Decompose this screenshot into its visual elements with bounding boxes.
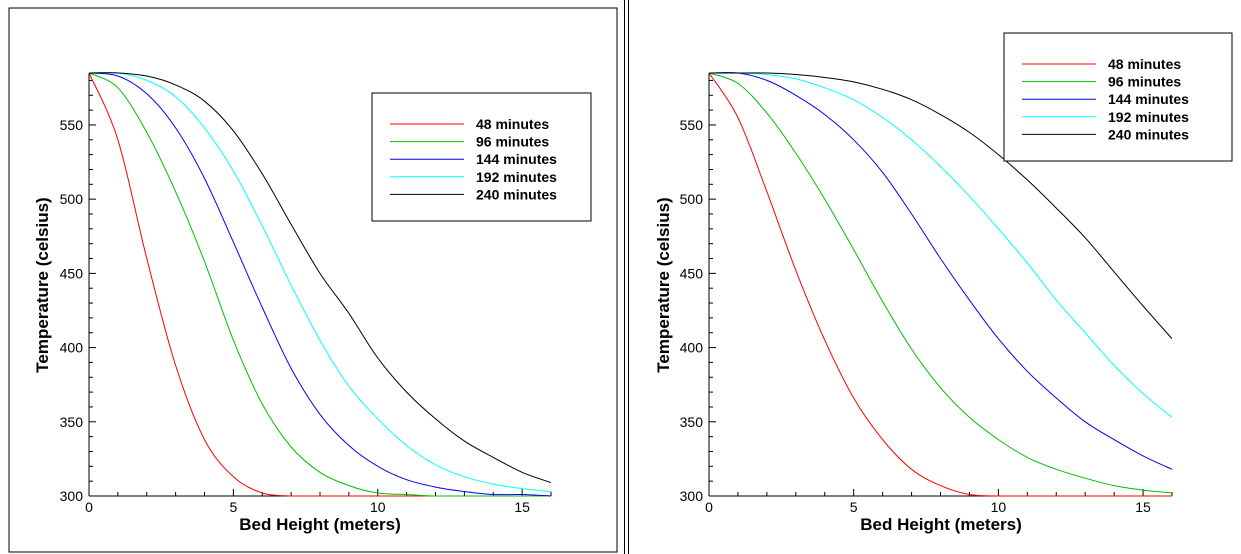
y-tick-label: 450 <box>680 265 704 281</box>
legend-entry-label: 144 minutes <box>1108 91 1189 107</box>
y-tick-label: 350 <box>680 414 704 430</box>
series-line-1 <box>708 72 1172 497</box>
x-tick-label: 0 <box>85 499 93 515</box>
legend-box <box>371 92 592 222</box>
legend-entry-label: 192 minutes <box>476 169 557 185</box>
legend-entry-label: 96 minutes <box>476 134 549 150</box>
y-axis-label: Temperature (celsius) <box>654 197 673 372</box>
chart-panel-2: 0 5 10 15 300 350 400 450 500 550 Bed Height (mete… <box>654 32 1233 534</box>
y-tick-label: 550 <box>680 117 704 133</box>
series-line-2 <box>708 72 1173 494</box>
x-tick-label: 10 <box>370 499 386 515</box>
legend-box <box>1003 32 1233 162</box>
x-axis-label: Bed Height (meters) <box>860 515 1022 534</box>
x-tick-label: 5 <box>229 499 237 515</box>
left-panel-frame <box>8 7 618 553</box>
y-axis-label: Temperature (celsius) <box>33 197 52 372</box>
series-line-5 <box>709 72 1173 340</box>
y-tick-label: 550 <box>60 117 84 133</box>
series-line-2 <box>88 72 551 497</box>
y-tick-label: 400 <box>680 340 704 356</box>
legend-entry-label: 48 minutes <box>476 116 549 132</box>
y-tick-label: 300 <box>680 488 704 504</box>
y-tick-label: 400 <box>60 340 84 356</box>
y-tick-label: 500 <box>680 191 704 207</box>
x-tick-label: 15 <box>1135 499 1151 515</box>
x-tick-label: 15 <box>514 499 530 515</box>
legend-entry-label: 144 minutes <box>476 151 557 167</box>
x-tick-label: 5 <box>850 499 858 515</box>
series-line-4 <box>88 71 552 492</box>
chart-panel-1: 0 5 10 15 300 350 400 450 500 550 Bed Height (mete… <box>33 71 592 534</box>
x-tick-label: 10 <box>991 499 1007 515</box>
series-line-3 <box>708 71 1173 470</box>
y-tick-label: 350 <box>60 414 84 430</box>
legend-entry-label: 96 minutes <box>1108 74 1181 90</box>
x-axis-label: Bed Height (meters) <box>239 515 401 534</box>
legend-entry-label: 48 minutes <box>1108 56 1181 72</box>
series-line-3 <box>88 72 552 497</box>
y-tick-label: 450 <box>60 265 84 281</box>
series-line-5 <box>88 72 552 484</box>
legend-entry-label: 240 minutes <box>476 186 557 202</box>
x-tick-label: 0 <box>705 499 713 515</box>
legend-entry-label: 192 minutes <box>1108 109 1189 125</box>
y-tick-label: 300 <box>60 488 84 504</box>
series-line-4 <box>708 72 1173 418</box>
legend-entry-label: 240 minutes <box>1108 126 1189 142</box>
y-tick-label: 500 <box>60 191 84 207</box>
